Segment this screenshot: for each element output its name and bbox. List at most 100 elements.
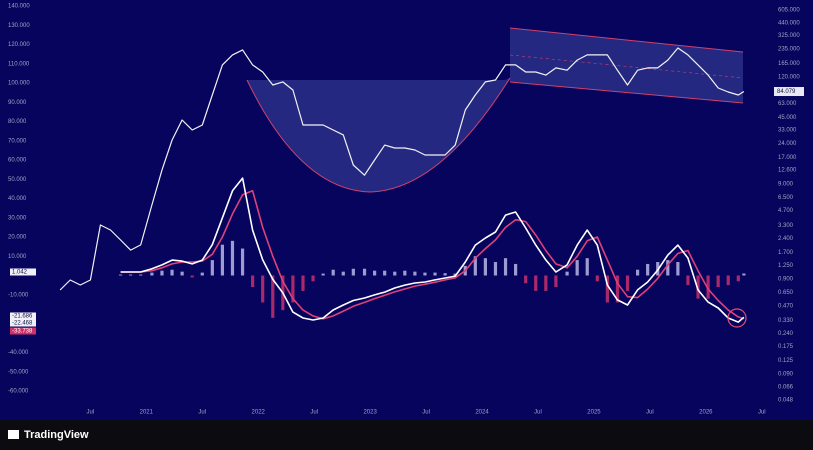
histogram-bar [514,263,518,276]
y2-tick-label: 3.300 [778,223,794,229]
histogram-bar [150,272,154,276]
histogram-bar [362,268,367,276]
channel-top [509,27,744,53]
annotation-box [10,327,36,335]
y2-tick-label: 0.330 [778,318,794,324]
histogram-bar [585,258,589,276]
price-label: 84.079 [777,89,796,95]
histogram-bar [676,262,680,276]
y2-tick-label: 6.500 [778,195,794,201]
histogram-bar [443,273,447,276]
indicator-line [120,177,745,323]
y2-tick-label: 33.000 [778,128,797,134]
value-label: -21.686 [12,314,33,320]
y2-tick-label: 0.470 [778,303,794,309]
histogram-bar [180,271,184,276]
x-tick-label: Jul [758,410,766,416]
histogram-bar [696,275,700,299]
histogram-bar [575,260,579,276]
histogram-bar [190,275,194,278]
y2-tick-label: 1.700 [778,250,794,256]
histogram-bar [524,275,528,284]
histogram-bar [666,260,670,276]
histogram-bar [413,271,417,276]
histogram-bar [635,269,640,276]
y2-tick-label: 4.700 [778,208,794,214]
histogram-bar [321,273,325,276]
x-tick-label: Jul [198,410,206,416]
y2-tick-label: 0.048 [778,398,794,404]
x-tick-label: Jul [534,410,542,416]
y-tick-label: 30.000 [8,215,27,221]
histogram-bar [423,272,427,276]
histogram-bar [453,273,457,276]
histogram-bar [742,273,746,276]
histogram-bar [373,270,377,276]
histogram-bar [200,272,204,276]
y2-tick-label: 24.000 [778,141,797,147]
y2-tick-label: 17.000 [778,155,797,161]
footer-bar [0,420,813,450]
y-tick-label: 90.000 [8,100,27,106]
y-tick-label: 110.000 [8,61,30,67]
histogram-bar [240,248,245,276]
histogram-bar [383,270,387,276]
histogram-bar [726,275,730,286]
y2-tick-label: 0.125 [778,358,794,364]
histogram-bar [291,275,295,303]
highlight-circle [727,308,747,328]
y2-tick-label: 0.650 [778,290,794,296]
histogram-bar [210,260,214,276]
cup-arc [246,77,511,193]
y-tick-label: 140.000 [8,4,30,10]
price-label-box [774,87,804,97]
y2-tick-label: 9.000 [778,181,794,187]
y2-tick-label: 165.000 [778,61,800,67]
histogram-bar [544,275,548,291]
histogram-bar [615,275,620,303]
annotation: -33.738 [12,329,33,335]
histogram-bar [261,275,265,303]
y2-tick-label: 440.000 [778,21,800,27]
value-label-box [10,312,36,320]
y2-tick-label: 325.000 [778,33,800,39]
channel-bottom [509,81,744,104]
y-tick-label: 50.000 [8,177,27,183]
histogram-bar [605,275,609,303]
x-tick-label: 2022 [252,410,266,416]
y2-tick-label: 2.400 [778,236,794,242]
histogram-bar [736,275,740,282]
histogram-bar [493,262,498,276]
histogram-bar [393,271,397,276]
histogram-bar [170,269,174,276]
x-tick-label: Jul [87,410,95,416]
y2-tick-label: 605.000 [778,8,800,14]
histogram-bar [554,275,558,288]
y2-tick-label: 63.000 [778,101,797,107]
y-tick-label: 10.000 [8,254,27,260]
histogram-bar [331,269,335,276]
y-tick-label: 100.000 [8,81,30,87]
y-tick-label: 70.000 [8,138,27,144]
histogram-bar [301,275,305,291]
x-tick-label: 2024 [475,410,489,416]
histogram-bar [118,274,123,276]
histogram-bar [716,275,720,288]
y2-tick-label: 235.000 [778,47,800,53]
y-tick-label: -60.000 [8,389,29,395]
histogram-bar [433,272,437,276]
histogram-bar [311,275,315,282]
value-label-box [10,268,36,276]
indicator-line [120,190,745,320]
cup-area [247,78,510,192]
histogram-bar [129,274,133,276]
channel-area [510,28,743,103]
y-tick-label: 80.000 [8,119,27,125]
y2-tick-label: 0.066 [778,384,794,390]
y2-tick-label: 0.090 [778,372,794,378]
histogram-bar [706,275,710,299]
histogram-bar [403,270,407,276]
y-tick-label: -50.000 [8,369,29,375]
histogram-bar [220,244,225,276]
y2-tick-label: 0.240 [778,331,794,337]
